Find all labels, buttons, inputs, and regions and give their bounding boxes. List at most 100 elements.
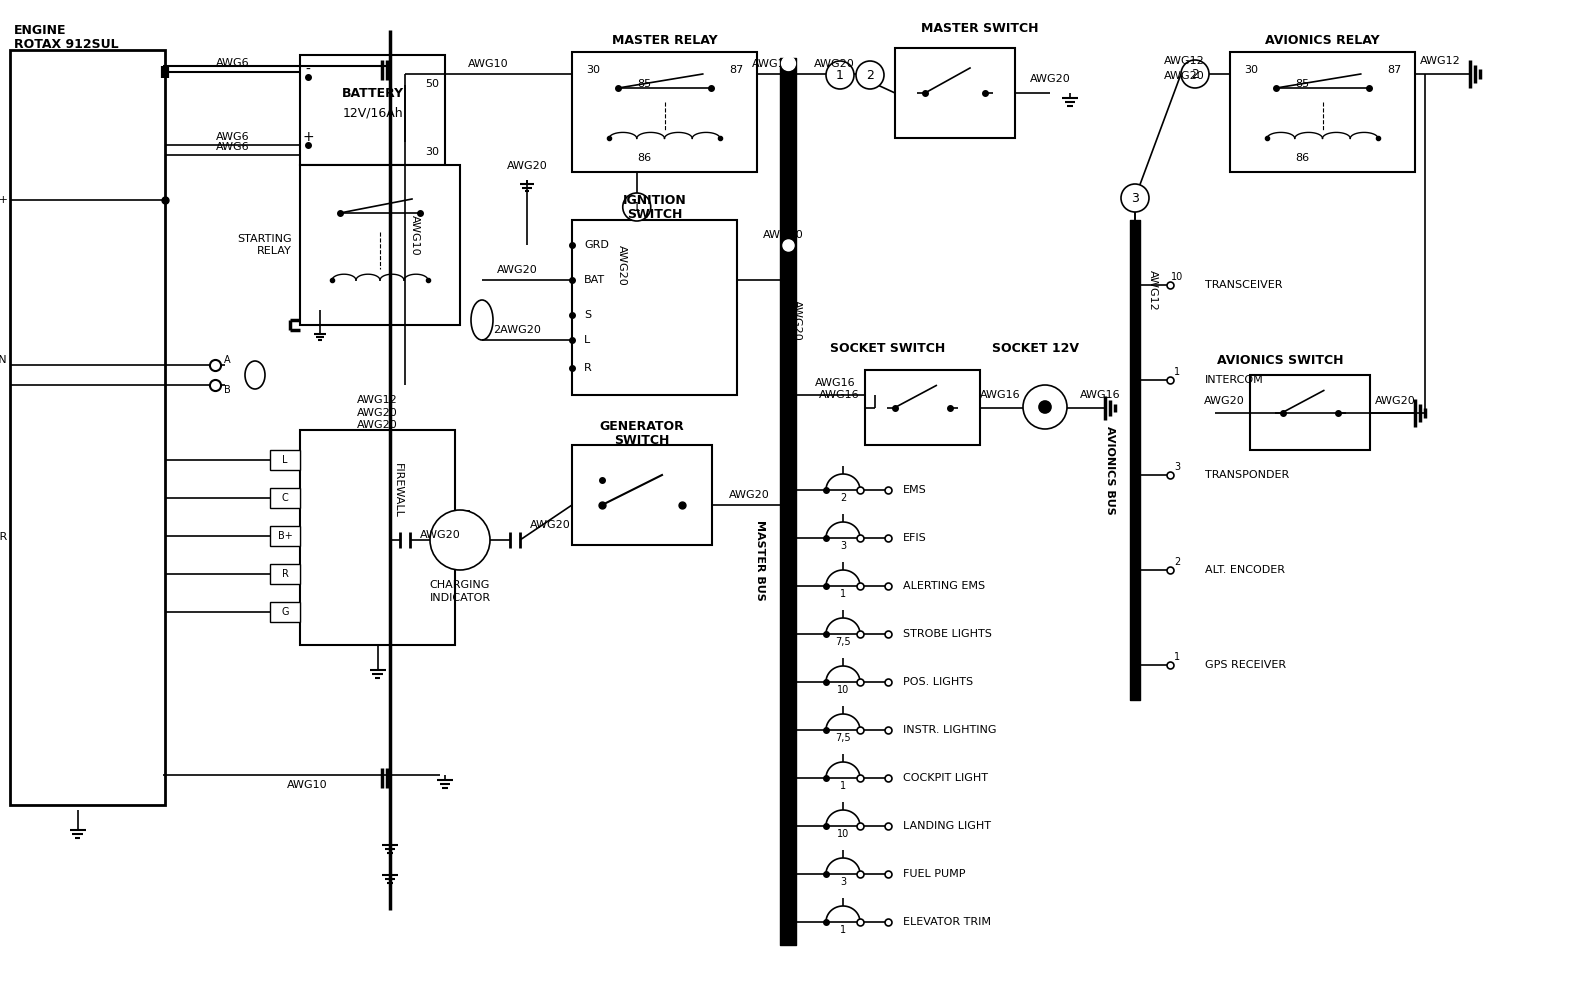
Text: EFIS: EFIS <box>903 533 927 543</box>
Text: COCKPIT LIGHT: COCKPIT LIGHT <box>903 773 988 783</box>
Text: FIREWALL: FIREWALL <box>393 463 403 518</box>
Text: A: A <box>224 355 231 365</box>
Text: G: G <box>281 607 289 617</box>
Bar <box>270 602 300 622</box>
Text: 10: 10 <box>837 829 850 839</box>
Text: AWG12: AWG12 <box>1148 270 1157 310</box>
Text: 3: 3 <box>1131 191 1138 204</box>
Text: 2: 2 <box>865 69 873 82</box>
Text: 2AWG20: 2AWG20 <box>493 325 542 335</box>
Bar <box>895 48 1015 138</box>
Text: AWG20: AWG20 <box>357 408 398 418</box>
Bar <box>572 445 712 545</box>
Text: -: - <box>306 63 311 77</box>
Text: 3: 3 <box>840 877 846 887</box>
Text: AWG20: AWG20 <box>763 230 804 240</box>
Text: AWG20: AWG20 <box>507 161 548 171</box>
Bar <box>1251 375 1371 450</box>
Bar <box>270 488 300 508</box>
Text: AWG10: AWG10 <box>752 59 793 69</box>
Text: 1: 1 <box>633 200 641 213</box>
Text: AWG6: AWG6 <box>216 142 249 152</box>
Text: STROBE LIGHTS: STROBE LIGHTS <box>903 629 992 639</box>
Text: AWG16: AWG16 <box>815 378 856 388</box>
Text: B+: B+ <box>278 531 292 541</box>
Text: AWG20: AWG20 <box>529 520 570 530</box>
Text: AWG20: AWG20 <box>1164 71 1205 81</box>
Text: 1: 1 <box>840 589 846 599</box>
Text: SOCKET 12V: SOCKET 12V <box>992 342 1078 355</box>
Text: 1: 1 <box>1173 652 1180 662</box>
Circle shape <box>1039 401 1052 413</box>
Text: GENERATOR: GENERATOR <box>600 420 684 433</box>
Text: AWG12: AWG12 <box>1420 56 1461 66</box>
Text: 50: 50 <box>425 79 439 89</box>
Text: 12V/16Ah: 12V/16Ah <box>343 106 403 120</box>
Bar <box>270 450 300 470</box>
Bar <box>270 526 300 546</box>
Text: 7,5: 7,5 <box>835 733 851 743</box>
Text: AWG20: AWG20 <box>729 490 771 500</box>
Text: TRANSCEIVER: TRANSCEIVER <box>1205 280 1282 290</box>
Bar <box>572 52 756 172</box>
Bar <box>572 220 737 395</box>
Text: LANDING LIGHT: LANDING LIGHT <box>903 821 992 831</box>
Text: AWG20: AWG20 <box>1375 396 1416 406</box>
Text: 86: 86 <box>1295 153 1309 163</box>
Text: AWG6: AWG6 <box>216 132 249 142</box>
Text: AWG16: AWG16 <box>1080 391 1121 401</box>
Text: L: L <box>584 335 591 345</box>
Text: BAT: BAT <box>584 275 605 285</box>
Text: AWG6: AWG6 <box>216 58 249 68</box>
Circle shape <box>1181 60 1210 88</box>
Text: R: R <box>584 363 592 373</box>
Text: 1: 1 <box>1173 367 1180 377</box>
Text: 1: 1 <box>840 925 846 935</box>
Text: L: L <box>283 455 287 465</box>
Bar <box>270 564 300 584</box>
Text: IGNITION: IGNITION <box>0 355 8 365</box>
Circle shape <box>622 193 651 221</box>
Text: 7,5: 7,5 <box>835 637 851 647</box>
Text: +: + <box>302 130 314 144</box>
Text: C: C <box>281 493 289 503</box>
Text: SOCKET SWITCH: SOCKET SWITCH <box>831 342 946 355</box>
Text: S: S <box>584 310 591 320</box>
Circle shape <box>429 510 489 570</box>
Text: 2: 2 <box>1173 557 1180 567</box>
Text: POS. LIGHTS: POS. LIGHTS <box>903 677 973 687</box>
Text: INSTR. LIGHTING: INSTR. LIGHTING <box>903 725 996 735</box>
Text: R: R <box>281 569 289 579</box>
Text: AWG20: AWG20 <box>1030 74 1071 84</box>
Text: 10: 10 <box>837 685 850 695</box>
Text: RECTIFIER: RECTIFIER <box>458 509 467 566</box>
Bar <box>300 165 459 325</box>
Text: GRD: GRD <box>584 240 609 250</box>
Text: 2: 2 <box>1191 68 1198 81</box>
Bar <box>1230 52 1415 172</box>
Text: ALT. ENCODER: ALT. ENCODER <box>1205 565 1285 575</box>
Text: CHARGING: CHARGING <box>429 580 489 590</box>
Text: AWG20: AWG20 <box>420 530 461 540</box>
Text: TRANSPONDER: TRANSPONDER <box>1205 470 1288 480</box>
Text: AWG12: AWG12 <box>357 395 398 405</box>
Text: AWG20: AWG20 <box>617 245 627 286</box>
Text: IGNITION: IGNITION <box>622 193 687 206</box>
Text: BATTERY: BATTERY <box>341 86 404 99</box>
Text: AWG10: AWG10 <box>411 215 420 255</box>
Text: 3: 3 <box>840 541 846 551</box>
Text: 85: 85 <box>1295 79 1309 89</box>
Bar <box>300 55 445 165</box>
Text: SWITCH: SWITCH <box>614 433 669 447</box>
Circle shape <box>856 61 884 89</box>
Text: ENGINE: ENGINE <box>14 24 66 36</box>
Text: 1: 1 <box>835 69 843 82</box>
Text: AWG20: AWG20 <box>813 59 854 69</box>
Text: GPS RECEIVER: GPS RECEIVER <box>1205 660 1287 670</box>
Text: AWG10: AWG10 <box>287 780 328 790</box>
Text: 85: 85 <box>636 79 651 89</box>
Text: ALERTING EMS: ALERTING EMS <box>903 581 985 591</box>
Circle shape <box>1121 184 1150 212</box>
Text: AWG20: AWG20 <box>1205 396 1244 406</box>
Text: MASTER BUS: MASTER BUS <box>755 519 764 600</box>
